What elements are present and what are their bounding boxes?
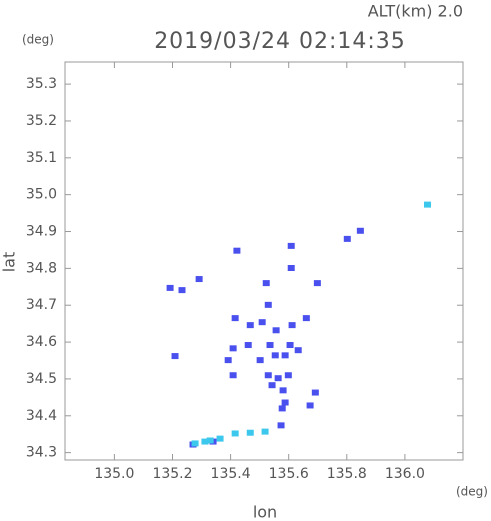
y-tick-label: 34.4: [26, 408, 57, 424]
y-tick-label: 35.3: [26, 76, 57, 92]
echo-point: [277, 422, 285, 429]
x-tick-label: 135.0: [94, 466, 134, 482]
y-tick-label: 34.7: [26, 297, 57, 313]
echo-point: [244, 342, 252, 349]
x-tick-label: 135.6: [269, 466, 309, 482]
echo-point: [264, 372, 272, 379]
echo-point: [231, 315, 239, 322]
echo-point: [266, 342, 274, 349]
x-tick-label: 135.4: [211, 466, 251, 482]
y-tick-label: 34.9: [26, 224, 57, 240]
x-tick-label: 136.0: [385, 466, 425, 482]
echo-point: [281, 399, 289, 406]
y-tick-label: 34.8: [26, 260, 57, 276]
echo-point: [195, 276, 203, 283]
y-axis-label: lat: [0, 252, 19, 273]
echo-point: [261, 428, 269, 435]
echo-point: [216, 435, 224, 442]
echo-point: [178, 287, 186, 294]
echo-point: [343, 235, 351, 242]
echo-point: [166, 284, 174, 291]
chart-title: 2019/03/24 02:14:35: [154, 29, 406, 54]
echo-point: [286, 342, 294, 349]
echo-point: [278, 405, 286, 412]
echo-point: [423, 201, 431, 208]
echo-point: [191, 440, 199, 447]
echo-point: [281, 352, 289, 359]
y-tick-label: 35.0: [26, 187, 57, 203]
echo-point: [171, 353, 179, 360]
echo-point: [356, 227, 364, 234]
plot-frame: [64, 61, 464, 461]
echo-point: [229, 345, 237, 352]
echo-point: [302, 315, 310, 322]
y-tick-label: 34.3: [26, 445, 57, 461]
echo-point: [233, 247, 241, 254]
y-tick-label: 35.2: [26, 113, 57, 129]
echo-point: [311, 389, 319, 396]
y-tick-label: 34.6: [26, 334, 57, 350]
echo-point: [294, 347, 302, 354]
echo-point: [287, 242, 295, 249]
echo-point: [306, 402, 314, 409]
echo-point: [256, 357, 264, 364]
echo-point: [271, 352, 279, 359]
y-unit: (deg): [22, 33, 54, 47]
echo-point: [206, 437, 214, 444]
y-tick-label: 34.5: [26, 371, 57, 387]
echo-point: [288, 322, 296, 329]
echo-point: [201, 438, 209, 445]
echo-point: [284, 372, 292, 379]
echo-point: [224, 357, 232, 364]
x-tick-label: 135.2: [152, 466, 192, 482]
echo-point: [274, 375, 282, 382]
echo-point: [246, 429, 254, 436]
echo-point: [262, 280, 270, 287]
echo-point: [313, 280, 321, 287]
x-unit: (deg): [456, 485, 488, 499]
x-axis-label: lon: [253, 503, 277, 521]
echo-point: [279, 387, 287, 394]
x-tick-label: 135.8: [327, 466, 367, 482]
altitude-label: ALT(km) 2.0: [368, 2, 463, 21]
y-tick-label: 35.1: [26, 150, 57, 166]
echo-point: [231, 430, 239, 437]
echo-point: [272, 327, 280, 334]
echo-point: [287, 265, 295, 272]
echo-point: [264, 301, 272, 308]
echo-point: [258, 319, 266, 326]
echo-point: [246, 322, 254, 329]
echo-point: [268, 382, 276, 389]
echo-point: [229, 372, 237, 379]
